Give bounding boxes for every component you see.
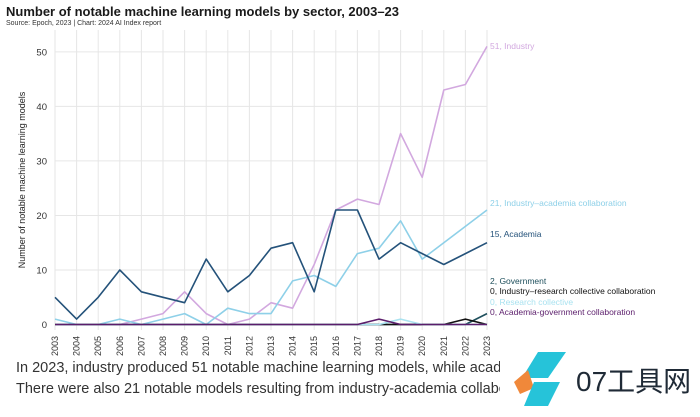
chart-source: Source: Epoch, 2023 | Chart: 2024 AI Ind… xyxy=(6,20,162,27)
x-tick-label: 2010 xyxy=(201,336,211,356)
caption-line-2: There were also 21 notable models result… xyxy=(16,381,500,397)
series-line-industry-academia-collaboration xyxy=(54,209,488,326)
watermark-logo-icon xyxy=(514,352,566,406)
x-tick-label: 2004 xyxy=(72,336,82,356)
watermark-text: 07工具网 xyxy=(576,366,692,397)
x-tick-label: 2008 xyxy=(158,336,168,356)
series-end-label: 0, Academia-government collaboration xyxy=(490,307,635,317)
logo-cyan-shape xyxy=(522,352,566,378)
series-end-label: 0, Research collective xyxy=(490,297,573,307)
series-end-label: 15, Academia xyxy=(490,229,542,239)
x-tick-label: 2018 xyxy=(374,336,384,356)
line-chart: 0 10 20 30 40 50 2003 2004 2005 2006 2007 2008 2009 2… xyxy=(17,30,656,356)
x-tick-label: 2022 xyxy=(460,336,470,356)
series-end-label: 2, Government xyxy=(490,276,547,286)
series-line-academia-government-collaboration xyxy=(55,318,487,326)
x-tick-label: 2009 xyxy=(180,336,190,356)
y-tick-label: 0 xyxy=(42,320,47,331)
y-axis-label: Number of notable machine learning model… xyxy=(17,91,27,268)
y-tick-label: 20 xyxy=(36,211,47,222)
x-tick-label: 2021 xyxy=(439,336,449,356)
series-end-label: 0, Industry–research collective collabor… xyxy=(490,286,656,296)
y-tick-label: 30 xyxy=(36,156,47,167)
y-tick-label: 50 xyxy=(36,47,47,58)
x-tick-label: 2016 xyxy=(331,336,341,356)
y-tick-label: 10 xyxy=(36,266,47,277)
watermark-logo: 07工具网 xyxy=(504,348,700,412)
x-tick-label: 2020 xyxy=(417,336,427,356)
series-end-label: 21, Industry–academia collaboration xyxy=(490,198,627,208)
series-line-academia xyxy=(54,209,488,320)
y-tick-label: 40 xyxy=(36,102,47,113)
x-tick-label: 2007 xyxy=(136,336,146,356)
x-tick-label: 2019 xyxy=(396,336,406,356)
x-tick-label: 2015 xyxy=(309,336,319,356)
series-line-industry xyxy=(55,46,488,326)
caption-line-1: In 2023, industry produced 51 notable ma… xyxy=(16,360,500,376)
x-tick-label: 2013 xyxy=(266,336,276,356)
x-tick-label: 2014 xyxy=(288,336,298,356)
x-tick-label: 2023 xyxy=(482,336,492,356)
x-tick-label: 2012 xyxy=(244,336,254,356)
chart-title: Number of notable machine learning model… xyxy=(6,4,400,19)
x-tick-label: 2005 xyxy=(93,336,103,356)
x-tick-label: 2006 xyxy=(115,336,125,356)
x-tick-label: 2003 xyxy=(50,336,60,356)
logo-cyan-lower-shape xyxy=(524,382,560,406)
x-tick-label: 2017 xyxy=(352,336,362,356)
x-tick-label: 2011 xyxy=(223,336,233,355)
series-end-label: 51, Industry xyxy=(490,41,535,51)
logo-orange-shape xyxy=(514,370,534,394)
